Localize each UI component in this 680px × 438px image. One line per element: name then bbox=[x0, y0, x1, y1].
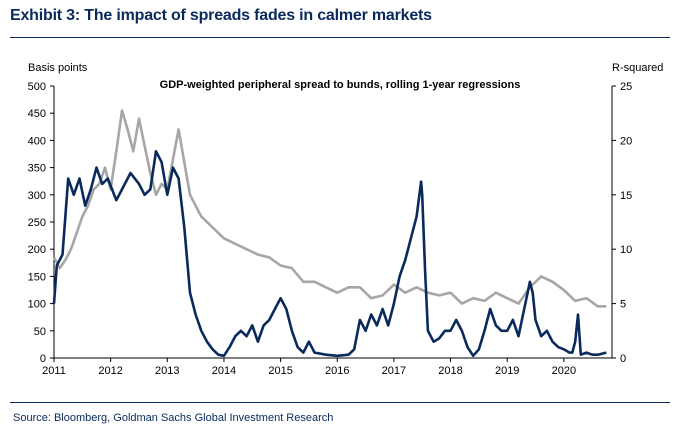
y-tick-label-left: 450 bbox=[28, 108, 46, 120]
y-tick-label-right: 25 bbox=[620, 81, 632, 93]
x-tick-label: 2018 bbox=[438, 365, 462, 377]
series-line-spread bbox=[52, 109, 607, 308]
y-ticks-right: 0 5 10 15 20 25 bbox=[612, 81, 632, 365]
y-tick-label-right: 20 bbox=[620, 135, 632, 147]
y-tick-label-right: 10 bbox=[620, 244, 632, 256]
y-tick-label-left: 0 bbox=[40, 353, 46, 365]
y-tick-label-right: 15 bbox=[620, 190, 632, 202]
x-ticks: 2011 2012 2013 2014 2015 2016 2017 2018 2019 2020 bbox=[42, 358, 576, 377]
y-tick-label-left: 200 bbox=[28, 244, 46, 256]
x-tick-label: 2013 bbox=[155, 365, 179, 377]
y-tick-label-left: 350 bbox=[28, 163, 46, 175]
x-tick-label: 2016 bbox=[325, 365, 349, 377]
line-chart: Basis points R-squared GDP-weighted peri… bbox=[28, 62, 664, 377]
y-tick-label-left: 400 bbox=[28, 135, 46, 147]
x-tick-label: 2014 bbox=[212, 365, 236, 377]
source-rule bbox=[10, 402, 670, 403]
x-tick-label: 2012 bbox=[98, 365, 122, 377]
chart-title: GDP-weighted peripheral spread to bunds,… bbox=[160, 79, 521, 91]
x-tick-label: 2011 bbox=[42, 365, 66, 377]
y-tick-label-left: 100 bbox=[28, 299, 46, 311]
exhibit-title: Exhibit 3: The impact of spreads fades i… bbox=[10, 7, 432, 24]
title-rule bbox=[10, 37, 670, 38]
y-tick-label-left: 250 bbox=[28, 217, 46, 229]
y-axis-right-label: R-squared bbox=[612, 62, 663, 74]
y-axis-left-label: Basis points bbox=[28, 62, 88, 74]
x-tick-label: 2015 bbox=[268, 365, 292, 377]
y-tick-label-left: 150 bbox=[28, 271, 46, 283]
y-tick-label-right: 0 bbox=[620, 353, 626, 365]
y-ticks-left: 0 50 100 150 200 250 300 350 400 450 500 bbox=[28, 81, 54, 365]
y-tick-label-left: 500 bbox=[28, 81, 46, 93]
x-tick-label: 2019 bbox=[495, 365, 519, 377]
y-tick-label-right: 5 bbox=[620, 299, 626, 311]
x-tick-label: 2017 bbox=[382, 365, 406, 377]
series-line-rsquared bbox=[52, 150, 607, 358]
source-note: Source: Bloomberg, Goldman Sachs Global … bbox=[13, 412, 334, 424]
x-tick-label: 2020 bbox=[552, 365, 576, 377]
y-tick-label-left: 300 bbox=[28, 190, 46, 202]
y-tick-label-left: 50 bbox=[34, 326, 46, 338]
